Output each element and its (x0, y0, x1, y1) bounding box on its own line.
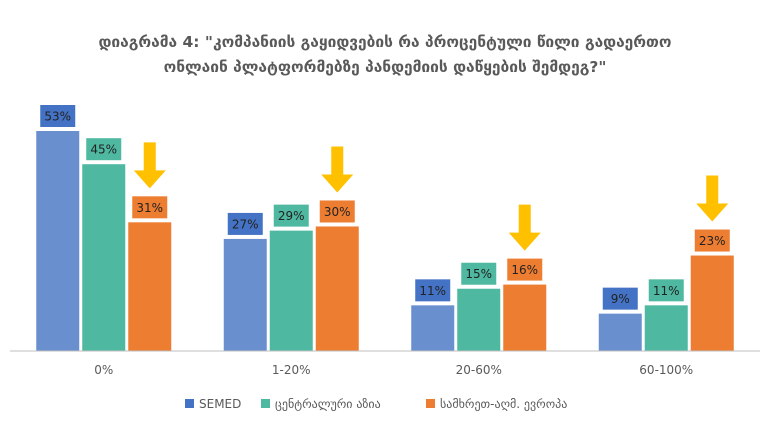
legend-swatch-2 (426, 399, 435, 408)
bar-0-3 (598, 313, 642, 351)
data-label-box-1-2 (461, 262, 497, 285)
legend: SEMED ცენტრალური აზია სამხრეთ-აღმ. ევროპა (185, 397, 567, 411)
data-label-box-2-2 (507, 258, 543, 281)
legend-swatch-0 (185, 399, 194, 408)
data-label-box-0-1 (227, 212, 263, 235)
bar-0-1 (223, 238, 267, 351)
bar-2-3 (690, 255, 734, 351)
x-tick-label-3: 60-100% (639, 363, 693, 377)
data-label-2-2: 16% (511, 263, 538, 277)
data-label-box-1-0 (86, 138, 122, 161)
bar-1-3 (644, 305, 688, 351)
data-label-1-3: 11% (653, 284, 680, 298)
data-label-2-3: 23% (699, 234, 726, 248)
legend-label-0: SEMED (199, 397, 241, 411)
data-label-2-1: 30% (324, 205, 351, 219)
data-label-box-0-0 (40, 105, 76, 127)
data-label-box-1-1 (273, 204, 309, 227)
down-arrow-icon-1 (321, 146, 354, 193)
data-label-box-2-1 (319, 200, 355, 223)
legend-swatch-1 (261, 399, 270, 408)
down-arrow-icon-2 (508, 204, 541, 251)
chart-title-line-1: დიაგრამა 4: "კომპანიის გაყიდვების რა პრო… (98, 33, 671, 51)
data-label-0-1: 27% (232, 217, 259, 231)
data-label-1-2: 15% (465, 267, 492, 281)
plot-area: 53% 45% 31% 27% 29% 30% 11% 15% 16% 9% 11% 23% (36, 105, 734, 351)
x-tick-label-0: 0% (94, 363, 113, 377)
bar-2-2 (503, 284, 547, 351)
legend-label-2: სამხრეთ-აღმ. ევროპა (440, 397, 567, 411)
data-label-0-3: 9% (611, 292, 630, 306)
bar-2-0 (128, 222, 172, 351)
x-tick-label-2: 20-60% (456, 363, 502, 377)
data-label-box-0-2 (415, 279, 451, 302)
bar-0-0 (36, 131, 80, 351)
bar-0-2 (411, 305, 455, 351)
data-label-box-2-3 (694, 229, 730, 252)
data-label-1-1: 29% (278, 209, 305, 223)
bar-1-2 (457, 288, 501, 351)
down-arrow-icon-3 (696, 175, 729, 222)
x-axis-ticks: 0% 1-20% 20-60% 60-100% (94, 363, 693, 377)
data-label-0-2: 11% (419, 284, 446, 298)
data-label-2-0: 31% (136, 201, 163, 215)
down-arrow-icon-0 (133, 142, 166, 189)
data-label-box-0-3 (602, 287, 638, 310)
x-tick-label-1: 1-20% (272, 363, 311, 377)
legend-label-1: ცენტრალური აზია (275, 397, 381, 411)
chart-title-line-2: ონლაინ პლატფორმებზე პანდემიის დაწყების შ… (164, 58, 607, 76)
bar-2-1 (315, 226, 359, 351)
data-label-0-0: 53% (44, 110, 71, 124)
data-label-box-1-3 (648, 279, 684, 302)
bar-1-1 (269, 230, 313, 351)
data-label-1-0: 45% (90, 143, 117, 157)
bar-1-0 (82, 164, 126, 351)
data-label-box-2-0 (132, 196, 168, 219)
